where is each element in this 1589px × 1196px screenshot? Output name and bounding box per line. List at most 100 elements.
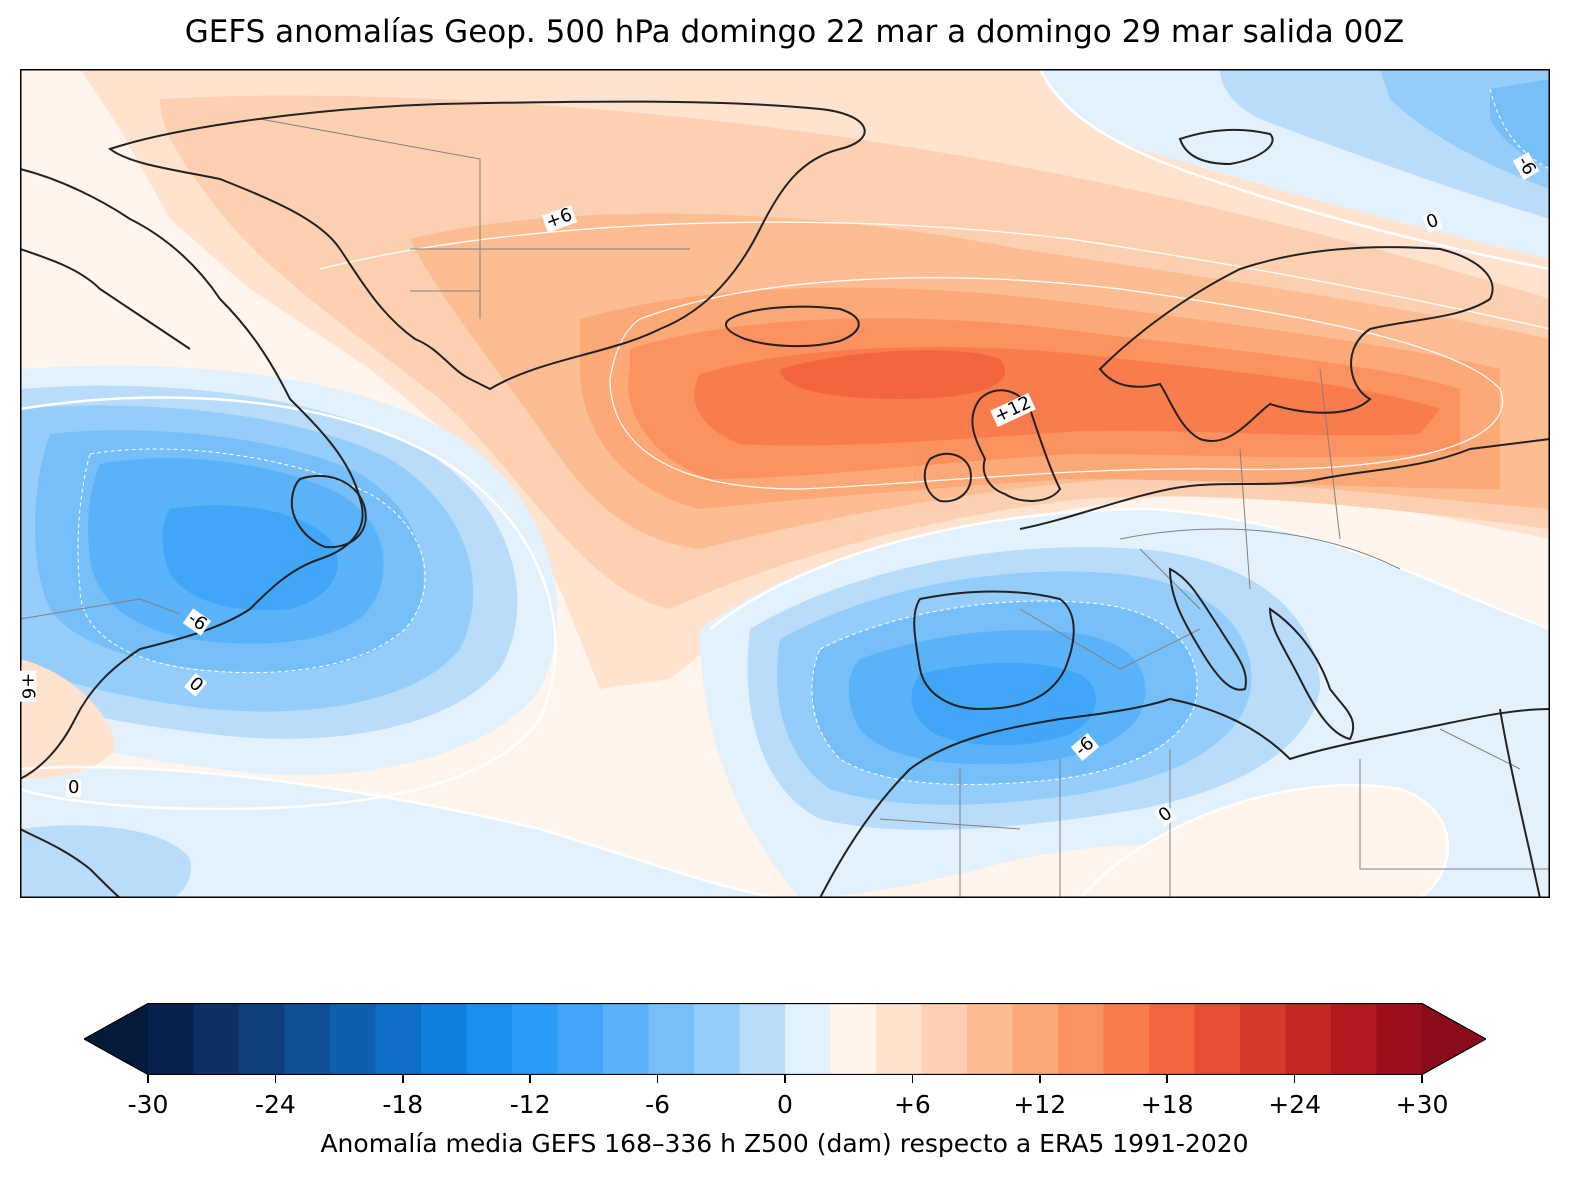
contour-label: +6	[17, 670, 39, 702]
colorbar-segment	[1285, 1003, 1332, 1075]
colorbar-segment	[967, 1003, 1014, 1075]
anomaly-band-plus-2-west	[20, 659, 116, 779]
colorbar-tick-label: -18	[382, 1090, 424, 1119]
colorbar-segment	[785, 1003, 832, 1075]
colorbar-tick-mark	[911, 1075, 914, 1083]
colorbar-segment	[739, 1003, 786, 1075]
colorbar-segment	[876, 1003, 923, 1075]
svalbard-coast	[1178, 128, 1274, 166]
colorbar-tick-mark	[1293, 1075, 1296, 1083]
coastlines	[20, 100, 1550, 898]
colorbar-tick-mark	[1166, 1075, 1168, 1083]
anomaly-band-plus-2-sahara	[1080, 785, 1448, 898]
contour-label: 0	[66, 777, 82, 798]
anomaly-band-minus-10	[911, 662, 1097, 746]
contour-zero	[20, 396, 557, 811]
colorbar-segment	[648, 1003, 695, 1075]
negative-anomaly-iberia	[700, 509, 1550, 898]
colorbar-outline	[84, 1003, 1486, 1075]
colorbar-tick-label: +30	[1395, 1090, 1449, 1119]
colorbar-extend-max	[1422, 1003, 1486, 1075]
colorbar-segment	[1058, 1003, 1105, 1075]
newfoundland-coast	[290, 474, 367, 549]
colorbar-extend-min	[84, 1003, 148, 1075]
contour-lines	[20, 69, 1550, 898]
contour-zero	[1079, 783, 1450, 898]
colorbar-segment	[557, 1003, 604, 1075]
colorbar-segment	[421, 1003, 468, 1075]
contour-minus-6	[811, 600, 1198, 785]
negative-anomaly-west	[20, 365, 558, 776]
colorbar-tick-mark	[402, 1075, 404, 1083]
anomaly-band-plus-14	[780, 350, 1006, 399]
colorbar-tick-label: -24	[254, 1090, 296, 1119]
scandinavia-coast	[1098, 246, 1494, 442]
colorbar-segment	[694, 1003, 741, 1075]
colorbar-tick-mark	[147, 1075, 149, 1083]
balkans-greece-coast	[1268, 607, 1355, 741]
colorbar-tick-mark	[1421, 1075, 1423, 1083]
colorbar-segment	[603, 1003, 650, 1075]
colorbar-tick-label: -12	[509, 1090, 551, 1119]
anomaly-band-minus-10	[162, 505, 338, 611]
europe-coast	[1019, 438, 1550, 530]
contour-zero	[1038, 69, 1550, 271]
country-borders	[20, 118, 1550, 898]
colorbar-segment	[1240, 1003, 1287, 1075]
contour-zero	[709, 507, 1550, 631]
colorbar-tick-mark	[784, 1075, 786, 1083]
hudson-labrador-coast	[20, 248, 191, 350]
iceland-coast	[724, 305, 860, 348]
anomaly-map	[20, 69, 1550, 898]
red-sea-coast	[1499, 708, 1541, 898]
map-frame: +6 +12 -6 0 -6 0 -6 0 0 -6 +6	[17, 69, 1550, 898]
colorbar-tick-label: 0	[777, 1090, 793, 1119]
colorbar-segment	[1012, 1003, 1059, 1075]
negative-anomaly-northeast	[1040, 69, 1550, 259]
colorbar-segment	[466, 1003, 513, 1075]
colorbar-tick-label: +12	[1013, 1090, 1067, 1119]
colorbar-tick-label: +18	[1140, 1090, 1194, 1119]
colorbar-segment	[1194, 1003, 1241, 1075]
ireland-coast	[923, 452, 972, 503]
colorbar-segment	[921, 1003, 968, 1075]
colorbar-segment	[330, 1003, 377, 1075]
colorbar-segment	[193, 1003, 240, 1075]
iberia-coast	[913, 590, 1075, 711]
colorbar-tick-mark	[274, 1075, 277, 1083]
colorbar-segment	[512, 1003, 559, 1075]
colorbar-segment	[1376, 1003, 1423, 1075]
colorbar-segment	[1149, 1003, 1196, 1075]
colorbar-segment	[239, 1003, 286, 1075]
north-africa-coast	[819, 697, 1550, 898]
colorbar-tick-mark	[1039, 1075, 1041, 1083]
colorbar-segment	[1103, 1003, 1150, 1075]
greenland-coast	[107, 100, 866, 391]
positive-anomaly-region	[20, 69, 1550, 769]
colorbar-segment	[375, 1003, 422, 1075]
italy-coast	[1168, 567, 1247, 691]
colorbar-segment	[284, 1003, 331, 1075]
anomaly-band-minus-2-southwest	[20, 825, 191, 898]
contour-plus-6	[319, 221, 1550, 330]
colorbar-tick-mark	[656, 1075, 659, 1083]
caribbean-coast	[20, 828, 121, 898]
contour-zero	[20, 765, 781, 898]
colorbar-segment	[148, 1003, 195, 1075]
anomaly-band-minus-0-south	[20, 767, 780, 898]
colorbar-tick-label: -30	[127, 1090, 169, 1119]
colorbar-tick-mark	[529, 1075, 531, 1083]
colorbar-label: Anomalía media GEFS 168–336 h Z500 (dam)…	[320, 1129, 1249, 1158]
map-border	[20, 69, 1550, 898]
north-america-coast	[20, 168, 364, 780]
colorbar-tick-label: +24	[1268, 1090, 1321, 1119]
colorbar	[84, 1003, 1486, 1075]
map-title: GEFS anomalías Geop. 500 hPa domingo 22 …	[184, 14, 1405, 50]
colorbar-tick-label: -6	[645, 1090, 671, 1119]
colorbar-segment	[830, 1003, 877, 1075]
colorbar-tick-label: +6	[893, 1090, 931, 1119]
colorbar-segment	[1331, 1003, 1378, 1075]
contour-minus-6	[1489, 88, 1550, 170]
contour-plus-12	[609, 277, 1503, 490]
anomaly-band-minus-6	[1490, 79, 1550, 169]
